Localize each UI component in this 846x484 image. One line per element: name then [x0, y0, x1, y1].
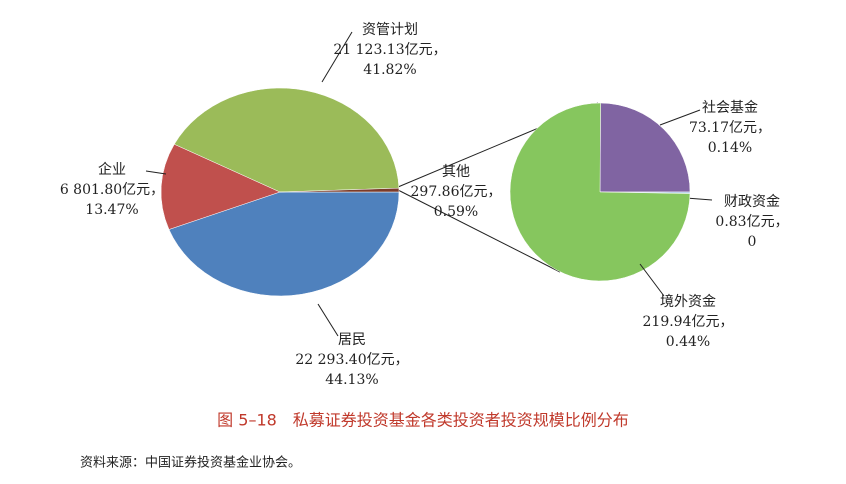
leader-line	[639, 263, 665, 297]
slice-value-label: 0.83亿元，	[715, 214, 788, 230]
slice-value-label: 73.17亿元，	[689, 120, 771, 136]
slice-value-label: 22 293.40亿元，	[295, 352, 408, 368]
slice-value-label: 6 801.80亿元，	[60, 182, 164, 198]
leader-line	[659, 109, 701, 126]
pie-slice	[160, 143, 281, 230]
slice-value-label: 21 123.13亿元，	[333, 42, 446, 58]
slice-percent-label: 13.47%	[85, 202, 138, 218]
slice-label: 财政资金	[724, 194, 780, 210]
slice-label: 境外资金	[660, 294, 716, 310]
slice-label: 其他	[442, 164, 470, 180]
slice-percent-label: 0.59%	[434, 204, 478, 220]
slice-percent-label: 0	[748, 234, 757, 250]
pie-slice	[509, 102, 691, 282]
leader-line	[317, 303, 339, 337]
slice-label: 社会基金	[702, 99, 758, 116]
pie-slice	[168, 191, 400, 297]
pie-slice	[279, 187, 400, 193]
pie-slice	[599, 102, 691, 193]
leader-line	[685, 197, 713, 201]
source-note: 资料来源：中国证券投资基金业协会。	[80, 455, 301, 471]
slice-percent-label: 44.13%	[325, 372, 378, 388]
connector	[397, 189, 561, 273]
leader-line	[321, 31, 353, 83]
slice-percent-label: 0.14%	[708, 140, 752, 156]
slice-value-label: 219.94亿元，	[643, 314, 734, 330]
leader-line	[145, 170, 167, 175]
slice-label: 企业	[98, 161, 126, 178]
pie-slice	[173, 87, 400, 193]
slice-percent-label: 0.44%	[666, 334, 710, 350]
slice-label: 资管计划	[362, 22, 418, 38]
slice-value-label: 297.86亿元，	[411, 184, 502, 200]
slice-percent-label: 41.82%	[363, 62, 416, 78]
slice-label: 居民	[338, 332, 366, 348]
chart-title: 图 5–18 私募证券投资基金各类投资者投资规模比例分布	[217, 411, 629, 430]
